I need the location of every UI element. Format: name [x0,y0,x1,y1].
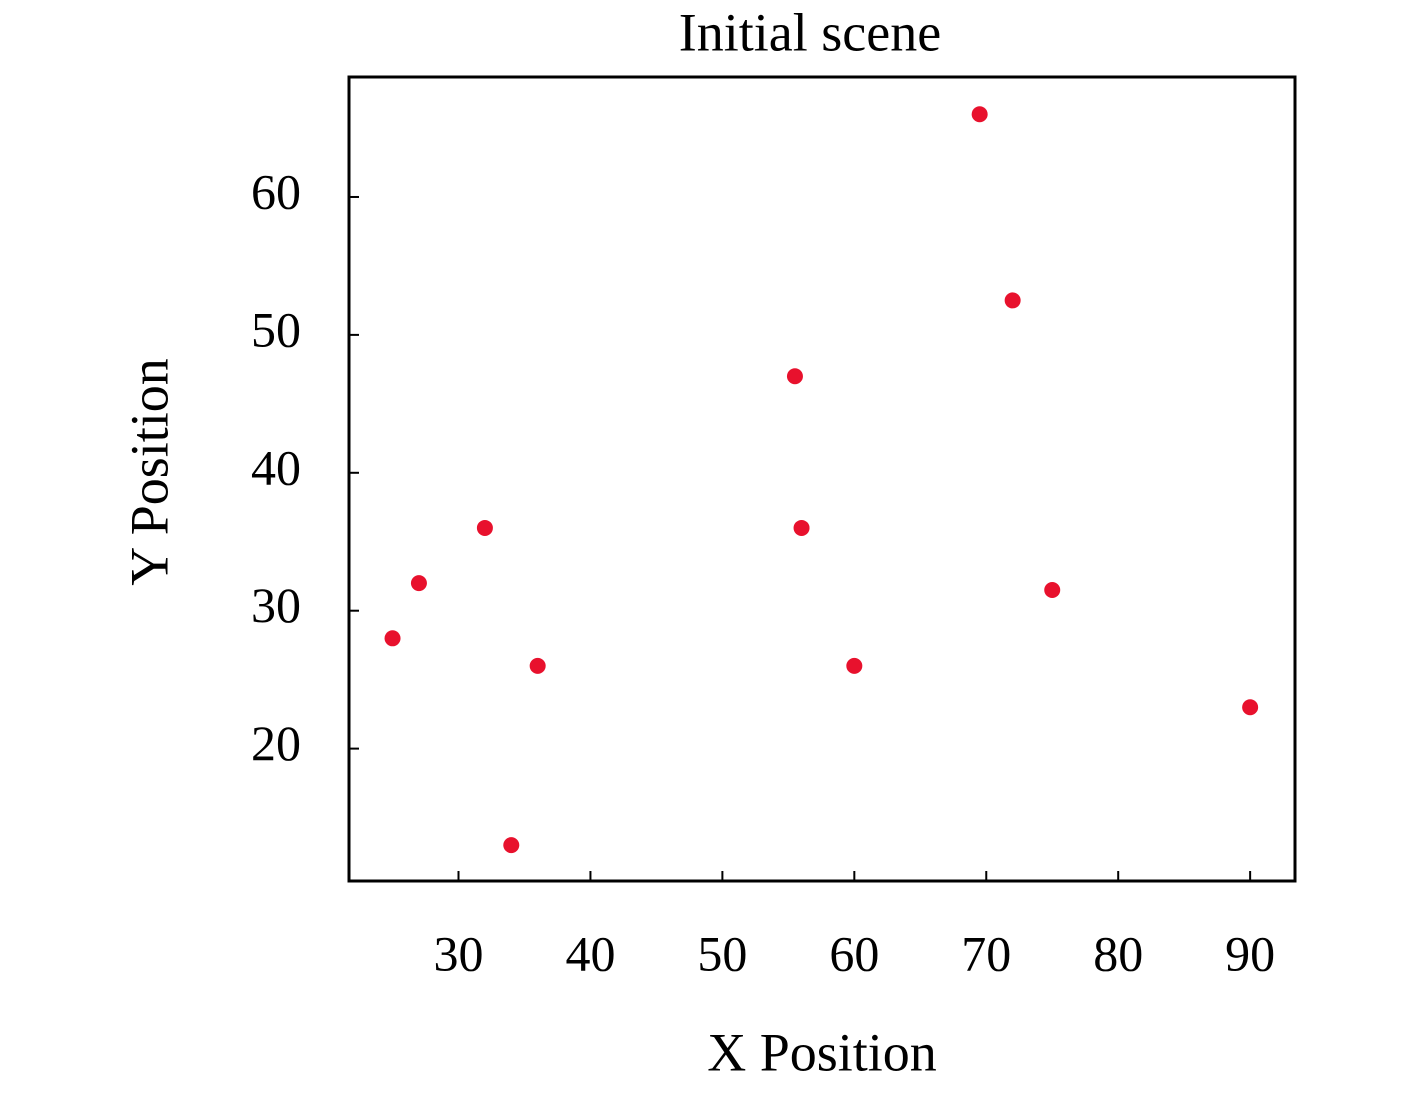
chart-title: Initial scene [679,2,941,62]
x-tick-label: 30 [434,925,484,981]
x-tick-label: 50 [697,925,747,981]
x-tick-label: 80 [1093,925,1143,981]
y-axis-label: Y Position [119,358,179,586]
point [384,630,401,647]
point [786,368,803,385]
point [793,519,810,536]
point [1004,292,1021,309]
point [846,657,863,674]
x-axis-label: X Position [707,1022,937,1082]
y-tick-label: 40 [251,439,301,495]
plot-frame [347,75,1297,883]
x-tick-label: 90 [1225,925,1275,981]
y-tick-label: 50 [251,301,301,357]
point [1242,699,1259,716]
y-tick-label: 60 [251,163,301,219]
y-tick-label: 20 [251,715,301,771]
point [529,657,546,674]
x-tick-label: 40 [565,925,615,981]
y-tick-label: 30 [251,577,301,633]
point [410,575,427,592]
point [476,519,493,536]
point [1044,582,1061,599]
point [971,106,988,123]
point [503,837,520,854]
x-tick-label: 70 [961,925,1011,981]
x-tick-label: 60 [829,925,879,981]
